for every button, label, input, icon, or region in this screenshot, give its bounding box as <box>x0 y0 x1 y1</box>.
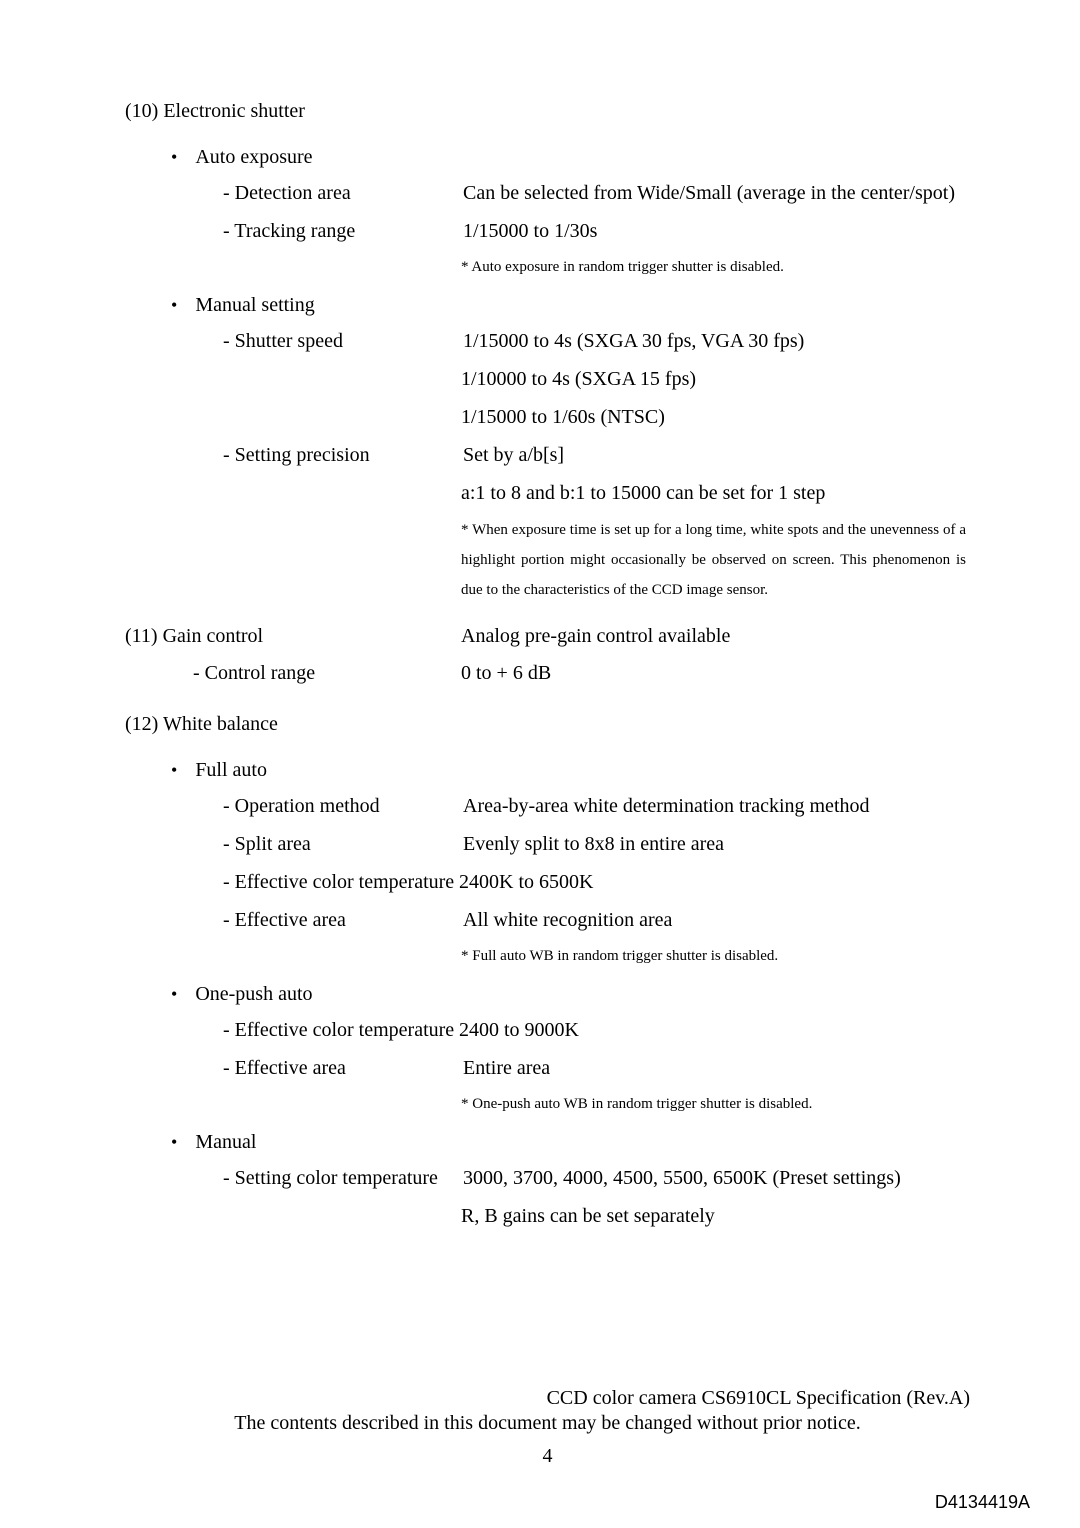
shutter-speed-value3: 1/15000 to 1/60s (NTSC) <box>461 401 970 433</box>
shutter-speed-value1: 1/15000 to 4s (SXGA 30 fps, VGA 30 fps) <box>463 325 804 357</box>
page-number: 4 <box>125 1445 970 1468</box>
setting-precision-value2: a:1 to 8 and b:1 to 15000 can be set for… <box>461 477 970 509</box>
eff-area-row-2: - Effective area Entire area <box>223 1052 970 1084</box>
eff-color-temp-value-2: 2400 to 9000K <box>459 1014 579 1046</box>
tracking-range-value: 1/15000 to 1/30s <box>463 215 597 247</box>
document-id: D4134419A <box>935 1492 1030 1513</box>
footer-notice-line: The contents described in this document … <box>125 1412 970 1435</box>
eff-color-temp-row-1: - Effective color temperature 2400K to 6… <box>223 866 970 898</box>
setting-color-temp-row: - Setting color temperature 3000, 3700, … <box>223 1162 970 1194</box>
tracking-range-row: - Tracking range 1/15000 to 1/30s <box>223 215 970 247</box>
setting-color-temp-value: 3000, 3700, 4000, 4500, 5500, 6500K (Pre… <box>463 1162 901 1194</box>
control-range-row: - Control range 0 to + 6 dB <box>193 662 970 685</box>
manual-label: Manual <box>195 1126 256 1158</box>
bullet-dot-icon: • <box>171 978 177 1010</box>
one-push-note: * One-push auto WB in random trigger shu… <box>461 1090 970 1118</box>
manual-setting-label: Manual setting <box>195 289 314 321</box>
eff-color-temp-row-2: - Effective color temperature 2400 to 90… <box>223 1014 970 1046</box>
bullet-dot-icon: • <box>171 754 177 786</box>
eff-color-temp-value-1: 2400K to 6500K <box>459 866 593 898</box>
split-area-value: Evenly split to 8x8 in entire area <box>463 828 724 860</box>
setting-precision-row: - Setting precision Set by a/b[s] <box>223 439 970 471</box>
setting-precision-value1: Set by a/b[s] <box>463 439 564 471</box>
full-auto-note: * Full auto WB in random trigger shutter… <box>461 942 970 970</box>
one-push-auto-label: One-push auto <box>195 978 312 1010</box>
gain-control-value: Analog pre-gain control available <box>461 625 730 648</box>
bullet-dot-icon: • <box>171 1126 177 1158</box>
bullet-manual: • Manual <box>171 1126 970 1158</box>
split-area-row: - Split area Evenly split to 8x8 in enti… <box>223 828 970 860</box>
control-range-label: - Control range <box>193 662 461 685</box>
footer: CCD color camera CS6910CL Specification … <box>125 1387 970 1468</box>
eff-area-label-1: - Effective area <box>223 904 463 936</box>
footer-spec-line: CCD color camera CS6910CL Specification … <box>125 1387 970 1410</box>
section-11-row: (11) Gain control Analog pre-gain contro… <box>125 625 970 648</box>
manual-setting-note: * When exposure time is set up for a lon… <box>461 515 970 605</box>
auto-exposure-note: * Auto exposure in random trigger shutte… <box>461 253 970 281</box>
bullet-dot-icon: • <box>171 289 177 321</box>
section-12-heading: (12) White balance <box>125 713 970 736</box>
bullet-one-push-auto: • One-push auto <box>171 978 970 1010</box>
rb-gains-value: R, B gains can be set separately <box>461 1200 970 1232</box>
eff-area-value-1: All white recognition area <box>463 904 672 936</box>
detection-area-value: Can be selected from Wide/Small (average… <box>463 177 955 209</box>
eff-area-label-2: - Effective area <box>223 1052 463 1084</box>
full-auto-label: Full auto <box>195 754 267 786</box>
bullet-dot-icon: • <box>171 141 177 173</box>
shutter-speed-value2: 1/10000 to 4s (SXGA 15 fps) <box>461 363 970 395</box>
detection-area-label: - Detection area <box>223 177 463 209</box>
setting-color-temp-label: - Setting color temperature <box>223 1162 463 1194</box>
bullet-full-auto: • Full auto <box>171 754 970 786</box>
eff-color-temp-label-2: - Effective color temperature <box>223 1014 463 1046</box>
eff-area-row-1: - Effective area All white recognition a… <box>223 904 970 936</box>
detection-area-row: - Detection area Can be selected from Wi… <box>223 177 970 209</box>
eff-color-temp-label-1: - Effective color temperature <box>223 866 463 898</box>
bullet-manual-setting: • Manual setting <box>171 289 970 321</box>
setting-precision-label: - Setting precision <box>223 439 463 471</box>
section-10-heading: (10) Electronic shutter <box>125 100 970 123</box>
control-range-value: 0 to + 6 dB <box>461 662 551 685</box>
section-11-heading: (11) Gain control <box>125 625 461 648</box>
operation-method-row: - Operation method Area-by-area white de… <box>223 790 970 822</box>
tracking-range-label: - Tracking range <box>223 215 463 247</box>
auto-exposure-label: Auto exposure <box>195 141 312 173</box>
shutter-speed-row: - Shutter speed 1/15000 to 4s (SXGA 30 f… <box>223 325 970 357</box>
eff-area-value-2: Entire area <box>463 1052 550 1084</box>
split-area-label: - Split area <box>223 828 463 860</box>
operation-method-value: Area-by-area white determination trackin… <box>463 790 870 822</box>
bullet-auto-exposure: • Auto exposure <box>171 141 970 173</box>
shutter-speed-label: - Shutter speed <box>223 325 463 357</box>
operation-method-label: - Operation method <box>223 790 463 822</box>
